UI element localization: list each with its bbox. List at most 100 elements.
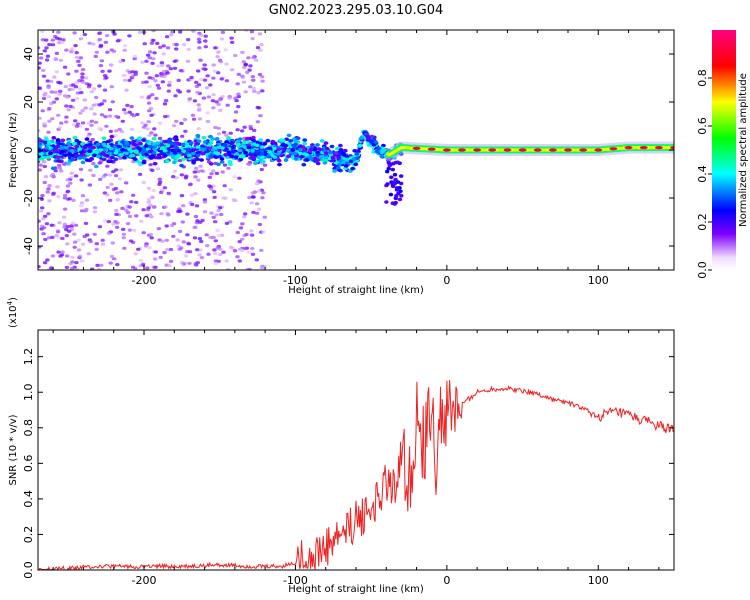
spectrogram-speckle [172, 59, 177, 63]
spectrogram-speckle [239, 248, 245, 252]
spectrogram-speckle [69, 171, 75, 175]
spectrogram-cell [248, 152, 254, 157]
spectrogram-speckle [163, 99, 169, 103]
spectrogram-speckle [186, 38, 191, 42]
spectrogram-speckle [160, 63, 165, 68]
spectrogram-speckle [80, 75, 85, 79]
spectrogram-speckle [62, 193, 68, 197]
spectrogram-speckle [212, 69, 218, 73]
spectrogram-speckle [45, 258, 50, 262]
spectrogram-speckle [177, 229, 183, 233]
spectrogram-speckle [220, 170, 225, 174]
spectrogram-speckle [93, 120, 99, 124]
spectrogram-speckle [187, 97, 192, 101]
spectrogram-speckle [182, 118, 188, 122]
spectrogram-speckle [91, 173, 96, 178]
spectrogram-cell [87, 149, 92, 154]
spectrogram-speckle [54, 233, 59, 238]
spectrogram-speckle [164, 238, 169, 242]
spectrogram-speckle [54, 51, 60, 56]
spectrogram-speckle [160, 239, 165, 243]
spectrogram-speckle [175, 238, 180, 242]
spectrogram-speckle [115, 198, 120, 202]
spectrogram-speckle [113, 186, 119, 191]
spectrogram-speckle [119, 190, 124, 194]
spectrogram-speckle [150, 195, 155, 199]
spectrogram-cell [276, 147, 282, 151]
spectrogram-speckle [137, 172, 143, 176]
spectrogram-cell [164, 159, 170, 163]
spectrogram-speckle [212, 248, 217, 252]
spectrogram-speckle [166, 64, 171, 68]
spectrogram-speckle [157, 121, 163, 125]
spectrogram-speckle [105, 164, 110, 168]
spectrogram-speckle [192, 236, 198, 240]
spectrogram-speckle [45, 79, 50, 83]
spectrogram-speckle [38, 66, 41, 70]
spectrogram-speckle [89, 107, 94, 111]
spectrogram-xtick-label: -200 [132, 274, 157, 287]
spectrogram-speckle [229, 245, 234, 249]
spectrogram-cell [144, 144, 150, 148]
spectrogram-cell [106, 159, 111, 164]
spectrogram-speckle [179, 121, 184, 125]
spectrogram-cell [60, 149, 65, 154]
spectrogram-speckle [56, 194, 61, 199]
spectrogram-cell [170, 148, 175, 153]
spectrogram-cell [254, 143, 260, 148]
spectrogram-speckle [78, 56, 84, 60]
spectrogram-speckle [38, 56, 44, 60]
spectrogram-speckle [80, 72, 85, 76]
snr-ticks: -200 -100 0 100 0.0 0.2 0.4 0.6 0.8 1.0 1.2 [22, 330, 674, 587]
spectrogram-speckle [155, 41, 160, 46]
spectrogram-speckle [247, 68, 252, 72]
spectrogram-speckle [221, 130, 227, 134]
spectrogram-speckle [146, 101, 152, 105]
spectrogram-speckle [191, 30, 196, 33]
spectrogram-speckle [127, 78, 132, 82]
spectrogram-speckle [233, 110, 239, 114]
spectrogram-speckle [237, 176, 242, 180]
spectrogram-speckle [79, 209, 85, 213]
spectrogram-cell [226, 136, 232, 140]
spectrogram-speckle [186, 89, 191, 93]
spectrogram-speckle [259, 43, 264, 47]
spectrogram-speckle [250, 75, 255, 79]
spectrogram-speckle [235, 230, 240, 235]
spectrogram-cell [196, 139, 202, 143]
spectrogram-speckle [192, 170, 197, 174]
spectrogram-speckle [83, 221, 89, 225]
spectrogram-speckle [98, 64, 104, 68]
spectrogram-speckle [108, 198, 113, 202]
spectrogram-ridge-peak [488, 148, 497, 152]
spectrogram-speckle [197, 46, 202, 50]
spectrogram-speckle [52, 75, 57, 79]
spectrogram-speckle [114, 212, 119, 216]
spectrogram-speckle [205, 119, 211, 124]
spectrogram-speckle [97, 225, 103, 229]
spectrogram-ridge-peak [624, 146, 633, 150]
spectrogram-speckle [60, 250, 65, 254]
spectrogram-cell [315, 158, 320, 162]
spectrogram-speckle [92, 210, 98, 214]
spectrogram-speckle [79, 204, 84, 208]
spectrogram-speckle [182, 43, 187, 47]
spectrogram-speckle [218, 108, 223, 112]
spectrogram-speckle [64, 104, 69, 108]
spectrogram-speckle [133, 54, 138, 59]
spectrogram-speckle [103, 115, 108, 119]
spectrogram-cell [105, 139, 111, 144]
spectrogram-speckle [55, 185, 60, 189]
spectrogram-ridge-peak [670, 146, 674, 150]
spectrogram-speckle [135, 112, 140, 117]
spectrogram-ytick-label: 20 [22, 95, 35, 109]
spectrogram-cell [101, 136, 107, 141]
spectrogram-speckle [153, 250, 158, 254]
spectrogram-speckle [46, 212, 51, 216]
spectrogram-speckle [259, 248, 264, 252]
spectrogram-speckle [250, 247, 255, 251]
spectrogram-speckle [162, 102, 168, 106]
spectrogram-speckle [139, 95, 145, 99]
spectrogram-speckle [195, 90, 200, 94]
